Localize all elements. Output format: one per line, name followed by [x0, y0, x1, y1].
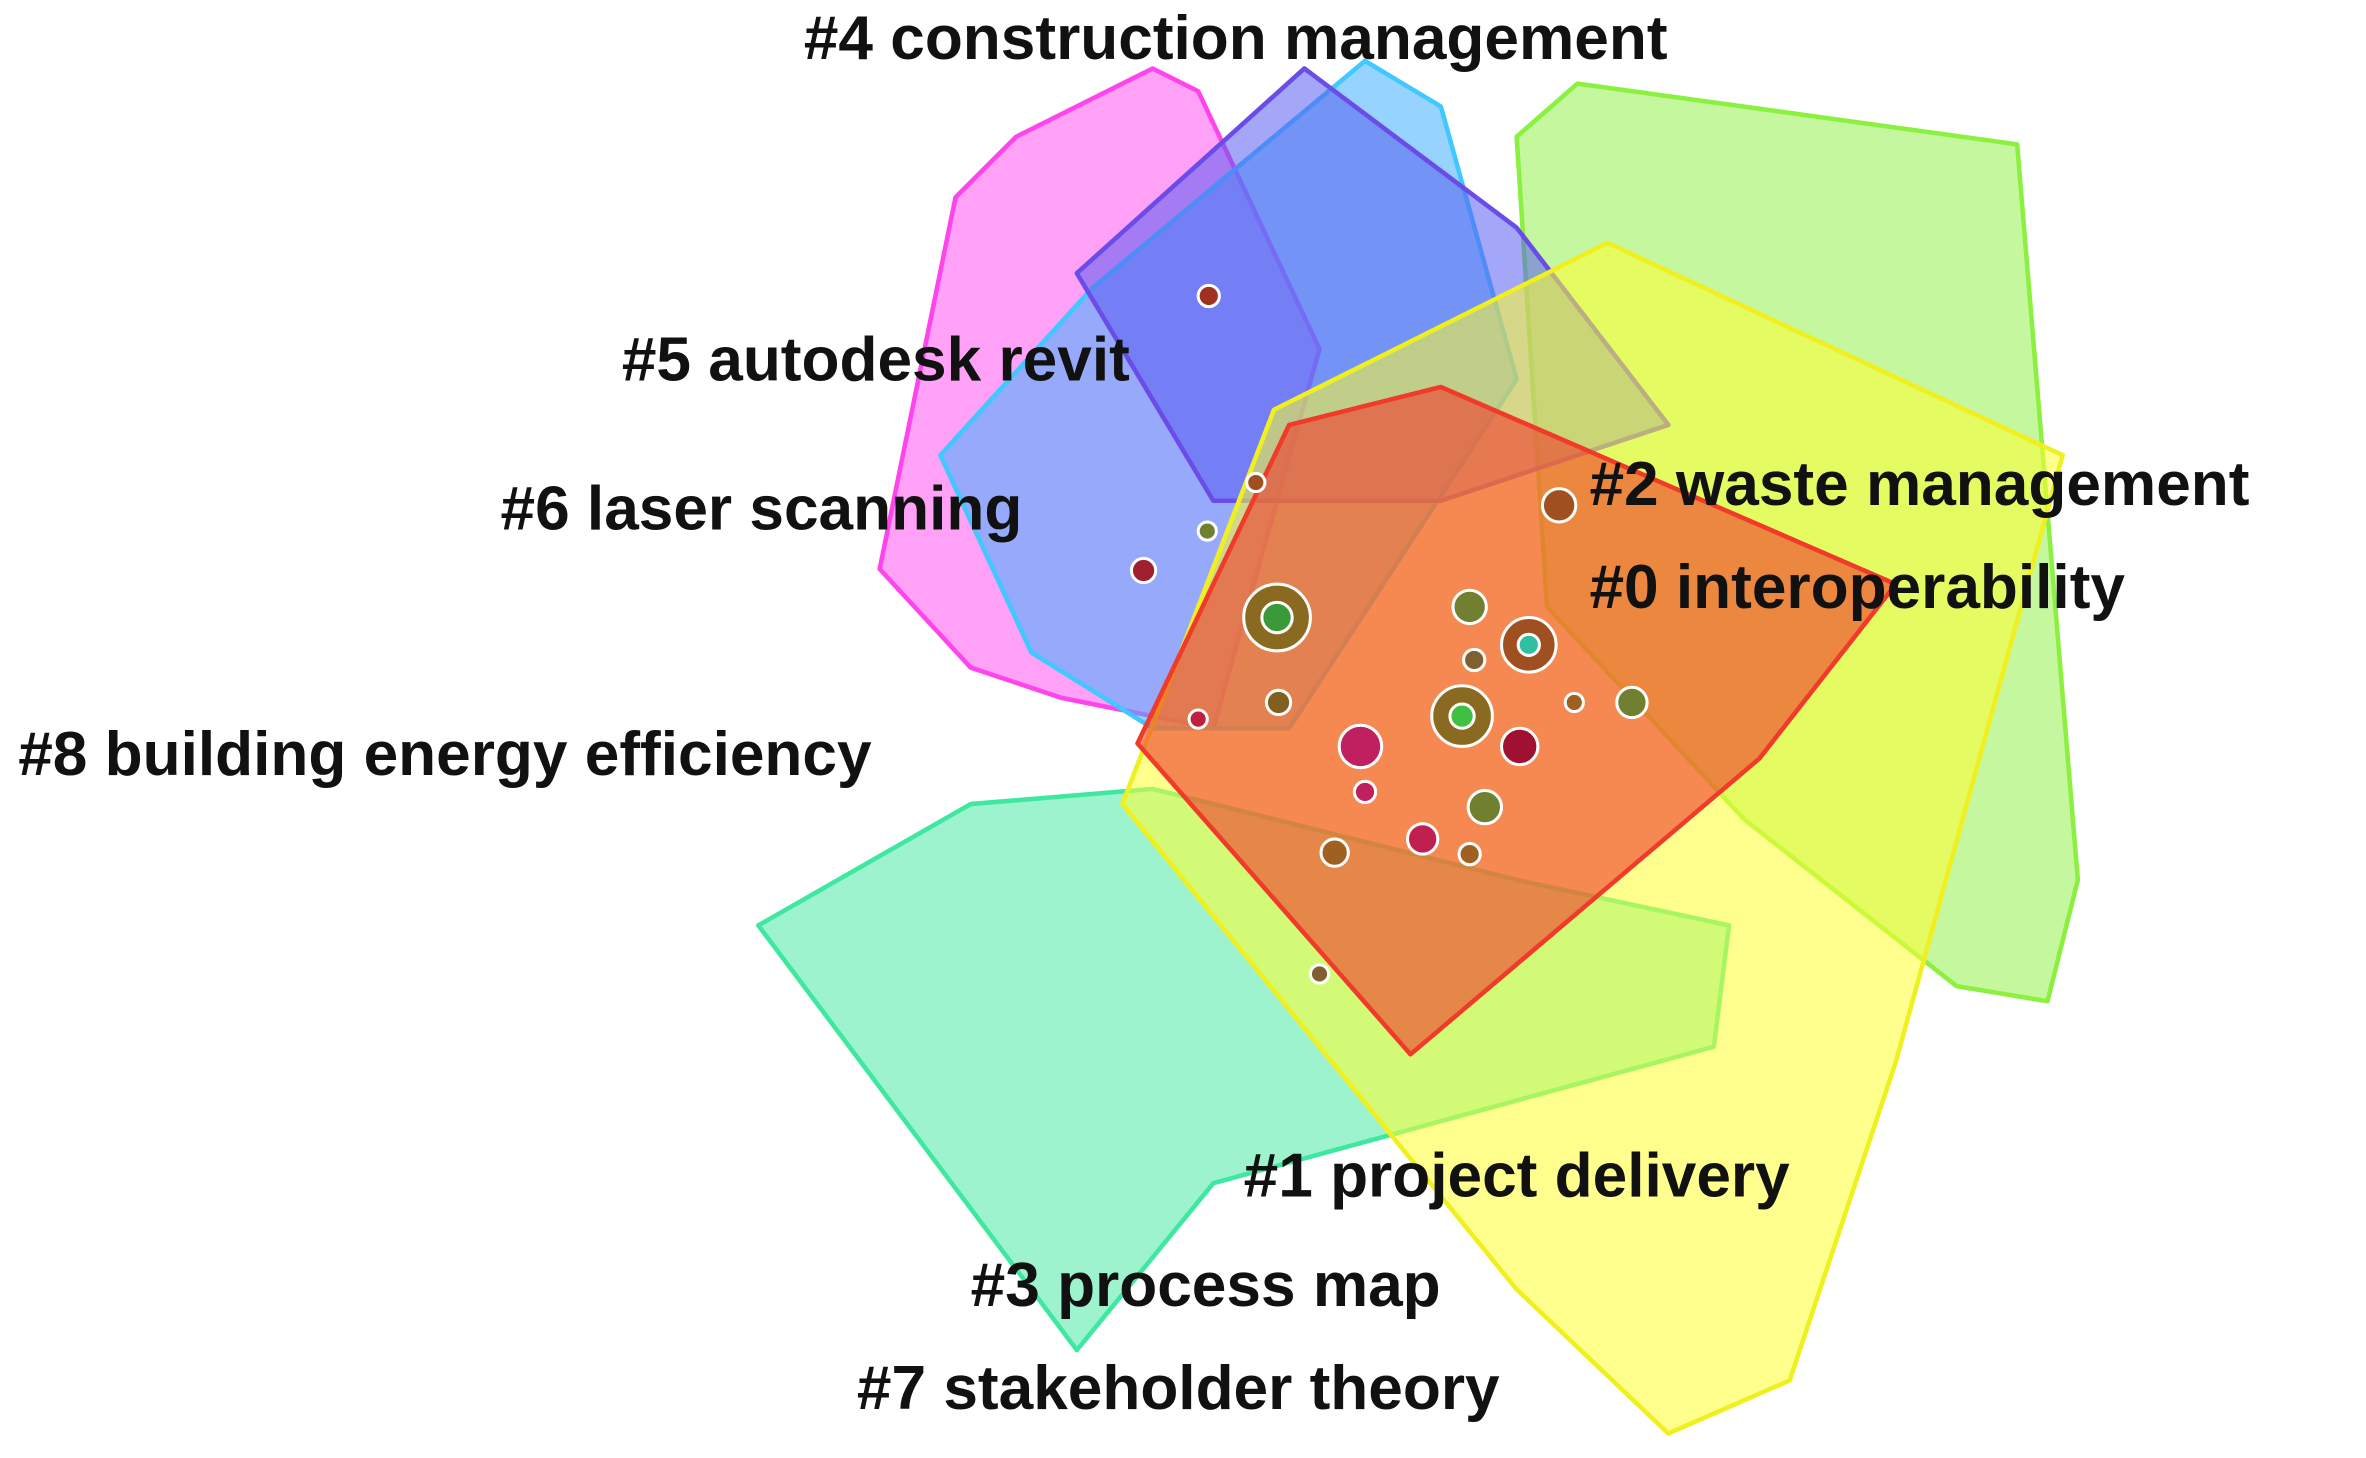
node	[1196, 520, 1218, 542]
cluster-label: #6 laser scanning	[501, 474, 1023, 543]
node	[1264, 688, 1293, 717]
node	[1563, 691, 1585, 714]
cluster-label: #1 project delivery	[1244, 1142, 1790, 1211]
cluster-label: #2 waste management	[1589, 450, 2249, 519]
cluster-label: #4 construction management	[804, 4, 1668, 73]
node	[1352, 779, 1378, 805]
node	[1187, 708, 1209, 730]
hull-red	[1135, 384, 1899, 1057]
cluster-label: #0 interoperability	[1589, 553, 2125, 622]
node	[1337, 723, 1384, 770]
cluster-labels: #4 construction management #5 autodesk r…	[18, 4, 2249, 1423]
node	[1129, 556, 1158, 585]
node	[1260, 600, 1294, 635]
nodes	[1129, 283, 1649, 985]
node	[1499, 726, 1540, 767]
cluster-label: #8 building energy efficiency	[18, 720, 872, 789]
node	[1462, 647, 1487, 673]
node	[1448, 702, 1476, 730]
node	[1308, 963, 1331, 985]
node	[1615, 685, 1649, 720]
cluster-hulls	[756, 58, 2081, 1436]
node	[1196, 283, 1221, 309]
cluster-label: #5 autodesk revit	[622, 326, 1130, 395]
node	[1466, 788, 1504, 826]
node	[1245, 471, 1267, 494]
node	[1405, 822, 1440, 856]
cluster-label: #7 stakeholder theory	[857, 1354, 1500, 1423]
node	[1451, 588, 1488, 626]
node	[1540, 487, 1578, 524]
node	[1457, 841, 1482, 867]
node	[1516, 632, 1541, 657]
cluster-label: #3 process map	[971, 1251, 1441, 1320]
node	[1319, 837, 1350, 868]
